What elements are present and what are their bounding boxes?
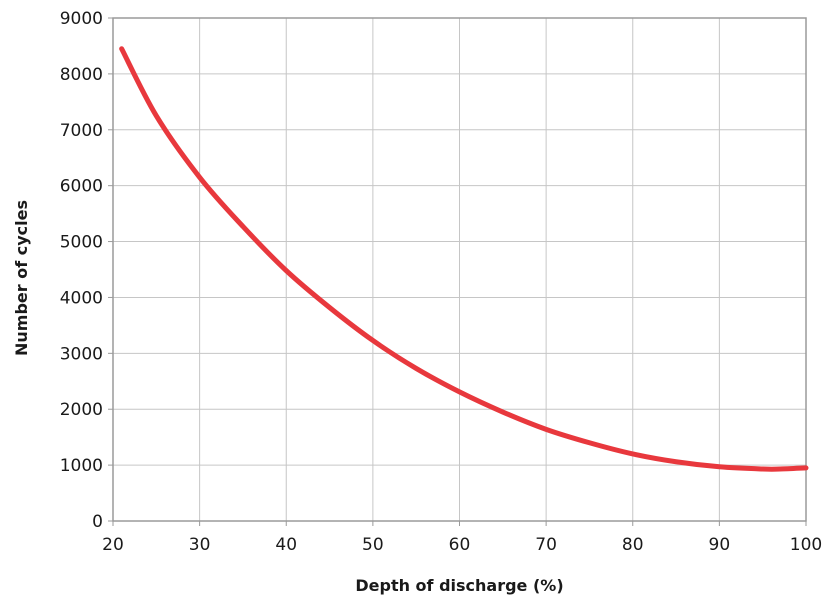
x-tick-label: 20 (102, 535, 124, 555)
y-axis-ticks: 0 1000 2000 3000 4000 5000 6000 7000 8000 9000 (60, 9, 113, 532)
data-point (589, 442, 590, 443)
data-point (121, 48, 122, 49)
y-tick-label: 2000 (60, 400, 103, 420)
y-axis-title: Number of cycles (12, 200, 31, 356)
data-point (242, 226, 243, 227)
data-point (502, 412, 503, 413)
data-point (459, 391, 460, 392)
x-tick-label: 30 (189, 535, 211, 555)
data-point (372, 340, 373, 341)
series-layer (119, 46, 809, 472)
y-tick-label: 5000 (60, 233, 103, 253)
data-point (762, 469, 763, 470)
data-point (676, 461, 677, 462)
x-axis-ticks: 20 30 40 50 60 70 80 90 100 (102, 521, 822, 555)
y-tick-label: 8000 (60, 65, 103, 85)
data-point (199, 177, 200, 178)
data-point (329, 307, 330, 308)
x-tick-label: 100 (790, 535, 822, 555)
data-point (546, 429, 547, 430)
y-tick-label: 6000 (60, 177, 103, 197)
data-point (632, 453, 633, 454)
y-tick-label: 4000 (60, 288, 103, 308)
x-tick-label: 40 (275, 535, 297, 555)
x-tick-label: 80 (622, 535, 644, 555)
y-tick-label: 3000 (60, 344, 103, 364)
y-tick-label: 7000 (60, 121, 103, 141)
x-tick-label: 50 (362, 535, 384, 555)
series-line (119, 46, 809, 472)
data-point (416, 368, 417, 369)
data-point (719, 466, 720, 467)
data-point (780, 469, 781, 470)
y-tick-label: 9000 (60, 9, 103, 29)
x-tick-label: 60 (449, 535, 471, 555)
data-point (286, 270, 287, 271)
y-tick-label: 0 (92, 512, 103, 532)
x-axis-title: Depth of discharge (%) (355, 576, 563, 595)
grid (112, 17, 807, 522)
data-point (156, 115, 157, 116)
y-tick-label: 1000 (60, 456, 103, 476)
x-tick-label: 90 (709, 535, 731, 555)
data-point (806, 467, 807, 468)
x-tick-label: 70 (535, 535, 557, 555)
